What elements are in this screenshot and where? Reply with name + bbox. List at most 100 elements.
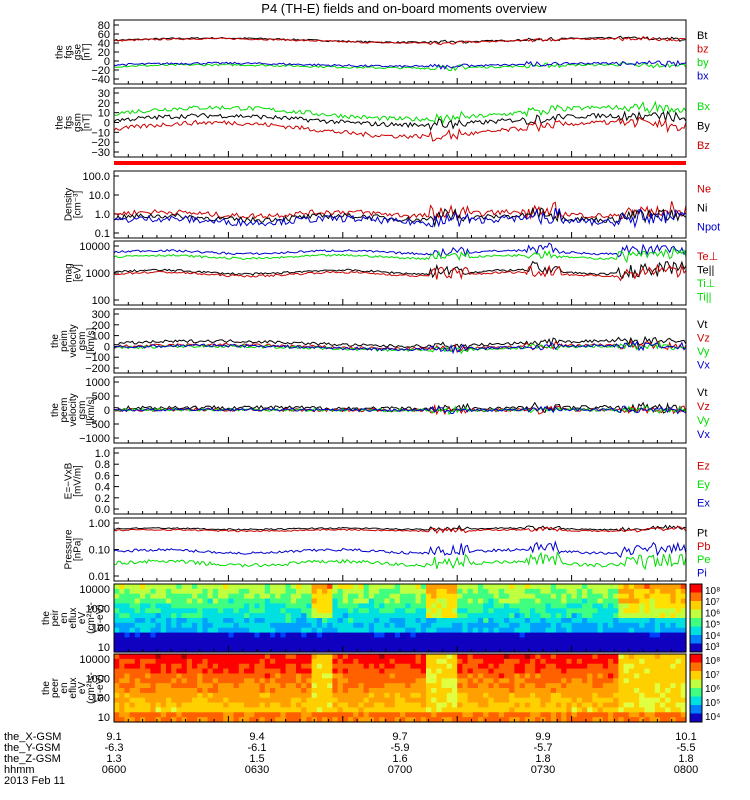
spectrogram-cell (145, 637, 151, 643)
spectrogram-cell (514, 678, 521, 684)
spectrogram-cell (290, 692, 297, 699)
spectrogram-cell (478, 712, 484, 718)
spectrogram-cell (436, 622, 443, 629)
spectrogram-cell (114, 627, 120, 634)
spectrogram-cell (467, 584, 474, 590)
spectrogram-cell (400, 618, 406, 624)
spectrogram-cell (618, 707, 625, 713)
spectrogram-cell (249, 707, 255, 713)
spectrogram-cell (571, 613, 578, 619)
spectrogram-cell (446, 613, 453, 619)
spectrogram-cell (379, 712, 385, 718)
spectrogram-cell (660, 598, 666, 605)
spectrogram-cell (311, 593, 318, 600)
spectrogram-cell (613, 593, 619, 600)
spectrogram-cell (504, 627, 510, 634)
spectrogram-cell (363, 637, 370, 643)
spectrogram-cell (160, 632, 167, 639)
spectrogram-cell (462, 697, 469, 704)
spectrogram-cell (202, 702, 209, 709)
spectrogram-cell (550, 717, 557, 723)
spectrogram-cell (249, 668, 255, 675)
spectrogram-cell (530, 642, 536, 648)
spectrogram-cell (472, 637, 479, 643)
spectrogram-cell (483, 584, 489, 590)
spectrogram-cell (358, 663, 365, 670)
spectrogram-cell (540, 593, 547, 600)
spectrogram-cell (488, 707, 495, 713)
spectrogram-cell (389, 688, 396, 694)
spectrogram-cell (483, 632, 489, 639)
spectrogram-cell (270, 593, 276, 600)
spectrogram-cell (441, 647, 448, 653)
spectrogram-cell (519, 697, 526, 704)
spectrogram-cell (400, 622, 406, 629)
spectrogram-cell (264, 663, 271, 670)
spectrogram-cell (639, 663, 645, 670)
spectrogram-cell (223, 683, 229, 689)
spectrogram-cell (628, 658, 635, 665)
spectrogram-cell (660, 627, 666, 634)
spectrogram-cell (452, 632, 458, 639)
spectrogram-cell (254, 637, 261, 643)
spectrogram-cell (592, 654, 599, 660)
spectrogram-cell (457, 603, 463, 609)
spectrogram-cell (446, 603, 453, 609)
spectrogram-cell (290, 678, 297, 684)
spectrogram-cell (410, 598, 417, 605)
spectrogram-cell (514, 697, 521, 704)
spectrogram-cell (150, 622, 157, 629)
spectrogram-cell (270, 678, 276, 684)
spectrogram-cell (660, 707, 666, 713)
spectrogram-cell (322, 654, 328, 660)
spectrogram-cell (446, 683, 453, 689)
spectrogram-cell (446, 697, 453, 704)
spectrogram-cell (192, 618, 198, 624)
spectrogram-cell (660, 608, 666, 614)
spectrogram-cell (436, 702, 443, 709)
spectrogram-cell (509, 654, 515, 660)
spectrogram-cell (644, 654, 651, 660)
spectrogram-cell (649, 593, 656, 600)
y-tick-label: 30 (98, 88, 110, 100)
spectrogram-cell (150, 712, 157, 718)
spectrogram-cell (576, 627, 583, 634)
spectrogram-cell (498, 702, 505, 709)
spectrogram-cell (540, 688, 547, 694)
spectrogram-cell (618, 678, 625, 684)
spectrogram-cell (228, 717, 235, 723)
spectrogram-cell (160, 683, 167, 689)
spectrogram-cell (420, 688, 427, 694)
spectrogram-cell (155, 647, 162, 653)
spectrogram-cell (119, 683, 125, 689)
spectrogram-cell (332, 673, 339, 679)
spectrogram-cell (644, 613, 651, 619)
spectrogram-cell (462, 618, 469, 624)
spectrogram-cell (316, 717, 323, 723)
spectrogram-cell (576, 618, 583, 624)
spectrogram-cell (415, 658, 422, 665)
spectrogram-cell (420, 697, 427, 704)
spectrogram-cell (602, 678, 609, 684)
spectrogram-cell (379, 702, 385, 709)
spectrogram-cell (519, 584, 526, 590)
spectrogram-cell (597, 663, 604, 670)
spectrogram-cell (498, 608, 505, 614)
spectrogram-cell (119, 637, 125, 643)
spectrogram-cell (223, 618, 229, 624)
spectrogram-cell (436, 613, 443, 619)
legend-entry: Ey (697, 479, 710, 491)
spectrogram-cell (155, 702, 162, 709)
spectrogram-cell (223, 707, 229, 713)
spectrogram-cell (348, 622, 354, 629)
y-axis-label: thepeemvelocitygsm[km/s] (50, 393, 97, 426)
spectrogram-cell (270, 663, 276, 670)
spectrogram-cell (618, 627, 625, 634)
spectrogram-cell (124, 632, 131, 639)
spectrogram-cell (296, 663, 302, 670)
spectrogram-cell (155, 603, 162, 609)
spectrogram-cell (160, 717, 167, 723)
spectrogram-cell (337, 678, 344, 684)
y-tick-label: 0.1 (95, 228, 110, 240)
